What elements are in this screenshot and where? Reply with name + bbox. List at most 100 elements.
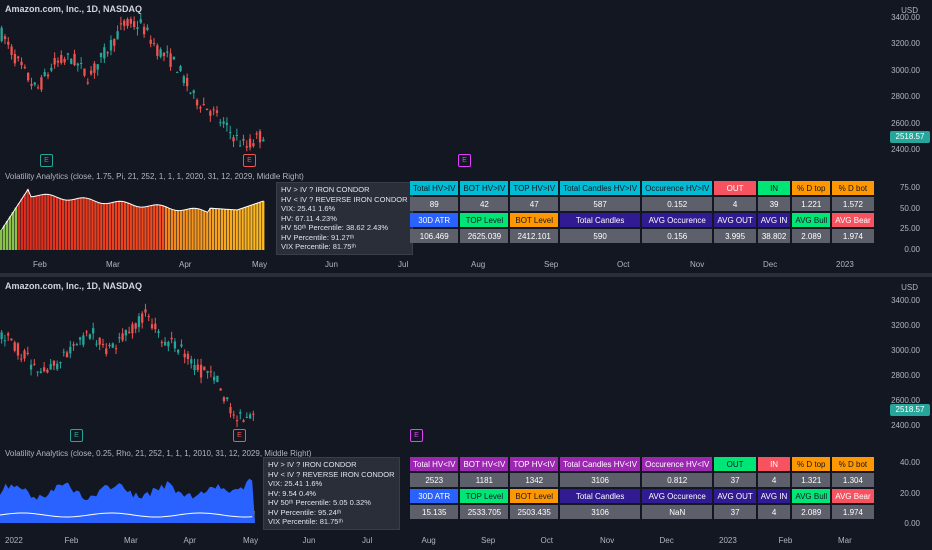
candle-body [248, 414, 252, 419]
candle-body [252, 143, 255, 147]
candle-body [176, 71, 179, 73]
hv-bar [223, 209, 227, 250]
hv-bar [129, 204, 132, 250]
candle-body [131, 324, 134, 334]
last-price-tag: 2518.57 [890, 404, 930, 416]
bottom-chart-panel[interactable]: Amazon.com, Inc., 1D, NASDAQ USD 3400.00… [0, 277, 932, 550]
stats-cell: 37 [714, 473, 756, 487]
tooltip-line: VIX: 25.41 1.6% [281, 204, 336, 213]
candle-body [203, 366, 206, 371]
candle-body [82, 335, 85, 345]
axis-tick-label: 3400.00 [891, 13, 920, 22]
hv-line [1, 188, 264, 231]
hv-bar [47, 194, 50, 250]
earnings-marker-icon[interactable]: E [233, 429, 246, 442]
axis-tick-label: 2023 [836, 260, 854, 269]
candle-body [116, 31, 119, 40]
axis-tick-label: Dec [763, 260, 778, 269]
candle-body [10, 46, 13, 55]
stats-cell: IN [757, 457, 791, 471]
candle-body [75, 344, 78, 346]
indicator-title[interactable]: Volatility Analytics (close, 0.25, Rho, … [5, 449, 312, 458]
hv-bar [241, 208, 244, 250]
hv-bar [67, 200, 71, 250]
axis-tick-label: May [243, 536, 259, 545]
candle-body [0, 27, 3, 42]
candle-body [242, 138, 245, 141]
stats-cell: AVG Occurence [642, 213, 713, 227]
stats-cell: Total Candles HV<IV [560, 457, 641, 471]
axis-tick-label: Sep [481, 536, 496, 545]
candle-body [118, 337, 121, 339]
candle-body [144, 309, 147, 313]
candle-body [23, 350, 26, 359]
earnings-marker-icon[interactable]: E [410, 429, 423, 442]
hv-bar [262, 201, 265, 250]
candle-body [225, 122, 229, 126]
candle-body [119, 23, 123, 25]
candle-body [0, 332, 3, 340]
candle-body [89, 70, 93, 75]
hv-bar [70, 199, 74, 250]
candle-body [199, 364, 203, 378]
hv-bar [82, 197, 85, 250]
stats-cell: 1.974 [832, 505, 874, 519]
axis-tick-label: Aug [421, 536, 436, 545]
top-chart-panel[interactable]: Amazon.com, Inc., 1D, NASDAQ USD 3400.00… [0, 0, 932, 273]
indicator-tooltip: HV > IV ? IRON CONDOR HV < IV ? REVERSE I… [263, 457, 400, 530]
hv-bar [209, 208, 212, 250]
currency-label: USD [901, 283, 918, 292]
hv-bar [138, 207, 141, 250]
hv-bar [197, 208, 200, 250]
bottom-time-axis[interactable]: 2022 Feb Mar Apr May Jun Jul Aug Sep Oct Nov Dec 202… [0, 536, 890, 550]
hv-bar [176, 210, 180, 250]
stats-cell: % D bot [832, 457, 874, 471]
axis-tick-label: Mar [838, 536, 852, 545]
symbol-title: Amazon.com, Inc., 1D, NASDAQ [5, 4, 143, 14]
hv-bar [111, 202, 115, 250]
top-time-axis[interactable]: Feb Mar Apr May Jun Jul Aug Sep Oct Nov Dec 2023 [0, 260, 890, 274]
stats-cell: AVG Bear [832, 213, 874, 227]
top-indicator-axis[interactable]: 75.00 50.00 25.00 0.00 [890, 180, 932, 255]
hv-bar [179, 210, 182, 250]
stats-cell: 1181 [460, 473, 509, 487]
hv-bar [212, 208, 215, 250]
earnings-marker-icon[interactable]: E [40, 154, 53, 167]
earnings-marker-icon[interactable]: E [70, 429, 83, 442]
candle-body [43, 72, 46, 76]
hv-bar [11, 212, 15, 250]
stats-row: 2523 1181 1342 3106 0.812 37 4 1.321 1.304 [410, 473, 874, 487]
candle-body [199, 107, 202, 109]
candle-body [189, 92, 192, 94]
earnings-marker-icon[interactable]: E [458, 154, 471, 167]
bottom-candlestick-chart[interactable] [0, 277, 890, 442]
candle-body [96, 64, 99, 70]
symbol-title: Amazon.com, Inc., 1D, NASDAQ [5, 281, 143, 291]
candle-body [50, 67, 53, 71]
candle-body [205, 108, 209, 111]
candle-body [39, 371, 43, 373]
bottom-indicator-axis[interactable]: 40.00 20.00 0.00 [890, 457, 932, 532]
panel-divider[interactable] [0, 273, 932, 277]
stats-cell: 3106 [560, 505, 641, 519]
top-price-axis[interactable]: 3400.00 3200.00 3000.00 2800.00 2600.00 2400.… [890, 0, 932, 165]
candle-body [33, 363, 36, 365]
candle-body [36, 371, 39, 373]
earnings-marker-icon[interactable]: E [243, 154, 256, 167]
bottom-price-axis[interactable]: 3400.00 3200.00 3000.00 2800.00 2600.00 2400.… [890, 277, 932, 442]
candle-body [3, 36, 7, 40]
stats-cell: 1.304 [832, 473, 874, 487]
stats-cell: TOP Level [460, 489, 509, 503]
candle-body [129, 18, 133, 24]
axis-tick-label: May [252, 260, 268, 269]
candle-body [235, 420, 239, 422]
candle-body [52, 360, 56, 366]
candle-body [40, 77, 43, 90]
stats-cell: AVG IN [757, 213, 791, 227]
candle-body [255, 133, 258, 135]
stats-cell: % D bot [832, 181, 874, 195]
indicator-title[interactable]: Volatility Analytics (close, 1.75, Pi, 2… [5, 172, 304, 181]
top-candlestick-chart[interactable] [0, 0, 890, 165]
candle-body [154, 323, 157, 330]
axis-tick-label: Oct [617, 260, 630, 269]
